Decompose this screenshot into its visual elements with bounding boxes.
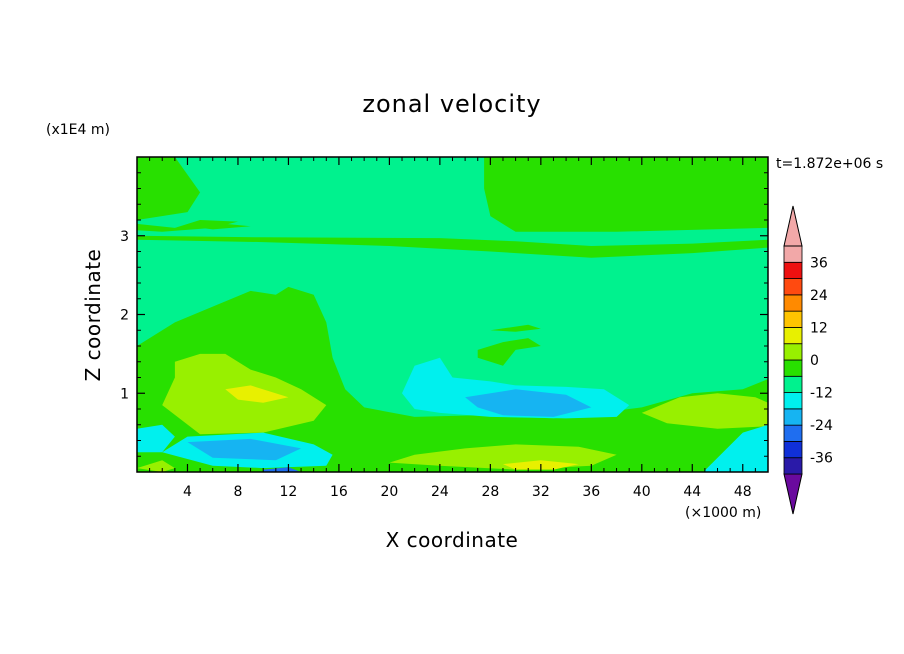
contour-region-12 xyxy=(225,385,289,403)
colorbar-band xyxy=(783,424,803,442)
colorbar: 36 24 12 0 -12 -24 -36 xyxy=(783,205,833,515)
x-tick-label: 12 xyxy=(280,484,298,500)
colorbar-band xyxy=(783,245,803,263)
time-label: t=1.872e+06 s xyxy=(776,156,883,172)
x-tick-label: 16 xyxy=(330,484,348,500)
x-tick-label: 4 xyxy=(183,484,192,500)
y-tick-label: 2 xyxy=(120,308,129,324)
contour-region-1 xyxy=(484,157,768,232)
colorbar-band xyxy=(783,294,803,312)
contour-region-7 xyxy=(490,324,541,332)
colorbar-band xyxy=(783,343,803,361)
contour-region-10 xyxy=(641,393,768,429)
x-tick-label: 48 xyxy=(734,484,752,500)
colorbar-arrow-high xyxy=(783,205,803,247)
colorbar-tick-label: 36 xyxy=(810,255,828,271)
contour-region-5 xyxy=(137,286,768,472)
contour-region-6 xyxy=(477,338,541,366)
contour-region-2 xyxy=(137,235,768,258)
contour-regions xyxy=(137,157,768,472)
x-axis: 4 8 12 16 20 24 28 32 36 40 44 48 xyxy=(149,157,756,500)
colorbar-band xyxy=(783,359,803,377)
colorbar-tick-label: 12 xyxy=(810,320,828,336)
contour-region-0 xyxy=(137,157,201,220)
colorbar-arrow-low xyxy=(783,473,803,515)
x-tick-label: 28 xyxy=(481,484,499,500)
x-tick-label: 36 xyxy=(582,484,600,500)
contour-region-11 xyxy=(137,460,175,472)
colorbar-band xyxy=(783,441,803,459)
colorbar-tick-label: -24 xyxy=(810,418,833,434)
colorbar-band xyxy=(783,310,803,328)
y-tick-label: 1 xyxy=(120,386,129,402)
x-tick-label: 8 xyxy=(233,484,242,500)
contour-region-19 xyxy=(187,438,302,461)
x-scale-label: (×1000 m) xyxy=(685,505,761,521)
y-scale-label: (x1E4 m) xyxy=(46,122,110,138)
colorbar-band xyxy=(783,408,803,426)
colorbar-tick-label: 24 xyxy=(810,288,828,304)
x-axis-label: X coordinate xyxy=(386,528,519,552)
contour-region-20 xyxy=(263,467,302,472)
contour-region-18 xyxy=(465,389,592,417)
colorbar-band xyxy=(783,392,803,410)
x-tick-label: 20 xyxy=(380,484,398,500)
colorbar-band xyxy=(783,375,803,393)
y-axis-label: Z coordinate xyxy=(81,249,105,382)
colorbar-tick-label: 0 xyxy=(810,353,819,369)
contour-region-3 xyxy=(137,220,238,232)
contour-region-15 xyxy=(137,424,175,453)
colorbar-tick-label: -36 xyxy=(810,451,833,467)
chart-title: zonal velocity xyxy=(362,90,541,118)
colorbar-band xyxy=(783,457,803,475)
x-tick-label: 24 xyxy=(431,484,449,500)
contour-region-17 xyxy=(704,424,768,472)
colorbar-tick-label: -12 xyxy=(810,386,833,402)
y-axis: 1 2 3 xyxy=(120,172,768,457)
x-tick-label: 32 xyxy=(532,484,550,500)
colorbar-band xyxy=(783,327,803,345)
x-tick-label: 44 xyxy=(683,484,701,500)
colorbar-band xyxy=(783,278,803,296)
y-tick-label: 3 xyxy=(120,229,129,245)
x-tick-label: 40 xyxy=(633,484,651,500)
colorbar-band xyxy=(783,261,803,279)
contour-region-4 xyxy=(187,223,251,230)
